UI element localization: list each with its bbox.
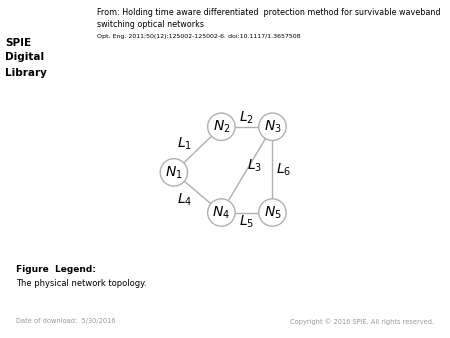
Text: Date of download:  5/30/2016: Date of download: 5/30/2016 [16, 318, 115, 324]
Text: From: Holding time aware differentiated  protection method for survivable waveba: From: Holding time aware differentiated … [97, 8, 440, 18]
Text: switching optical networks: switching optical networks [97, 20, 204, 29]
Text: $N_1$: $N_1$ [165, 164, 183, 180]
Text: $L_3$: $L_3$ [247, 158, 262, 174]
Circle shape [259, 113, 286, 141]
Text: Library: Library [5, 68, 47, 78]
Text: The physical network topology.: The physical network topology. [16, 279, 146, 288]
Text: $L_5$: $L_5$ [239, 214, 255, 230]
Text: $L_4$: $L_4$ [177, 192, 193, 208]
Circle shape [207, 199, 235, 226]
Text: $N_2$: $N_2$ [212, 119, 230, 135]
Text: $L_6$: $L_6$ [276, 162, 291, 178]
Text: Copyright © 2016 SPIE. All rights reserved.: Copyright © 2016 SPIE. All rights reserv… [290, 318, 434, 325]
Circle shape [207, 113, 235, 141]
Text: $N_5$: $N_5$ [264, 204, 281, 221]
Circle shape [259, 199, 286, 226]
Text: SPIE: SPIE [5, 38, 32, 48]
Circle shape [160, 159, 188, 186]
Text: $N_4$: $N_4$ [212, 204, 230, 221]
Text: Digital: Digital [5, 52, 45, 63]
Text: $N_3$: $N_3$ [264, 119, 281, 135]
Text: $L_1$: $L_1$ [177, 136, 192, 152]
Text: Figure  Legend:: Figure Legend: [16, 265, 95, 274]
Text: $L_2$: $L_2$ [239, 110, 254, 126]
Text: Opt. Eng. 2011;50(12):125002-125002-6. doi:10.1117/1.3657508: Opt. Eng. 2011;50(12):125002-125002-6. d… [97, 34, 300, 39]
